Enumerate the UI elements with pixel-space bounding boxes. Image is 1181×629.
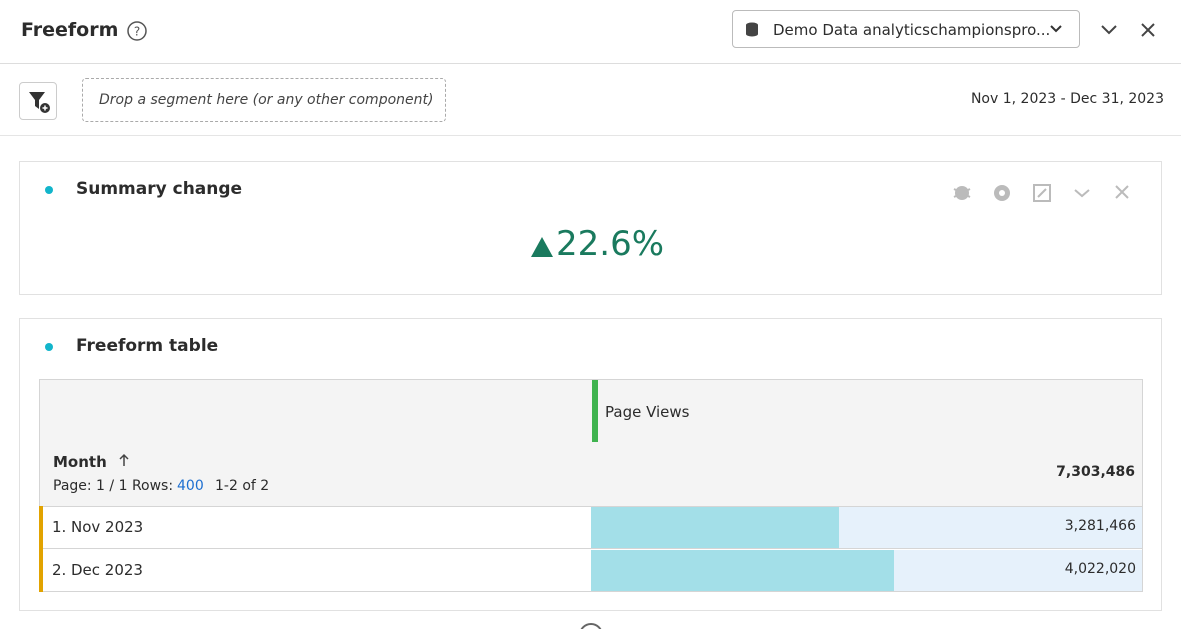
row-value: 3,281,466 xyxy=(1064,518,1136,534)
metric-name[interactable]: Page Views xyxy=(605,403,690,421)
row-month[interactable]: Nov 2023 xyxy=(71,518,144,536)
summary-panel: Summary change 22.6% xyxy=(19,161,1162,295)
panel-title: Freeform table xyxy=(76,336,219,356)
add-button[interactable] xyxy=(578,622,604,629)
svg-text:?: ? xyxy=(134,25,140,39)
metric-handle[interactable] xyxy=(592,380,598,442)
row-month[interactable]: Dec 2023 xyxy=(71,560,143,579)
metric-header: Page Views xyxy=(39,379,1143,443)
data-view-picker[interactable]: Demo Data analyticschampionspro... xyxy=(732,10,1080,48)
page-range: 1-2 of 2 xyxy=(215,478,270,494)
segment-drop-zone[interactable]: Drop a segment here (or any other compon… xyxy=(82,78,446,122)
rows-per-page[interactable]: 400 xyxy=(177,478,204,494)
row-index: 2. xyxy=(52,560,67,579)
data-view-name: Demo Data analyticschampionspro... xyxy=(773,21,1051,39)
header: Freeform ? Demo Data analyticschampionsp… xyxy=(0,0,1181,64)
help-icon[interactable]: ? xyxy=(126,20,148,42)
collapse-button[interactable] xyxy=(1100,24,1118,36)
sort-arrow[interactable] xyxy=(118,453,130,467)
database-icon xyxy=(746,22,758,37)
add-filter-button[interactable] xyxy=(19,82,57,120)
up-arrow xyxy=(531,237,553,257)
row-marker xyxy=(39,506,43,549)
date-range[interactable]: Nov 1, 2023 - Dec 31, 2023 xyxy=(970,91,1164,107)
drop-zone-text: Drop a segment here (or any other compon… xyxy=(99,92,434,108)
bar xyxy=(591,549,895,591)
panel-dot xyxy=(45,343,53,351)
title: Freeform xyxy=(21,19,119,41)
divider xyxy=(0,135,1181,136)
row-marker xyxy=(39,548,43,592)
dimension-header: Month Page: 1 / 1 Rows: 400 1-2 of 2 7,3… xyxy=(39,442,1143,507)
bar xyxy=(591,507,839,548)
panel-actions[interactable] xyxy=(950,181,1140,205)
chevron xyxy=(1050,25,1062,33)
panel-title: Summary change xyxy=(76,179,243,199)
panel-dot xyxy=(45,186,53,194)
total: 7,303,486 xyxy=(1056,464,1135,480)
close-button[interactable] xyxy=(1140,22,1156,38)
dimension-name[interactable]: Month xyxy=(53,453,107,471)
paging: Page: 1 / 1 Rows: xyxy=(53,478,174,494)
filter-icon xyxy=(29,92,50,113)
row-value: 4,022,020 xyxy=(1064,560,1136,577)
summary-change: 22.6% xyxy=(556,224,665,264)
table-panel: Freeform table xyxy=(19,318,1162,611)
row-index: 1. xyxy=(52,518,67,536)
